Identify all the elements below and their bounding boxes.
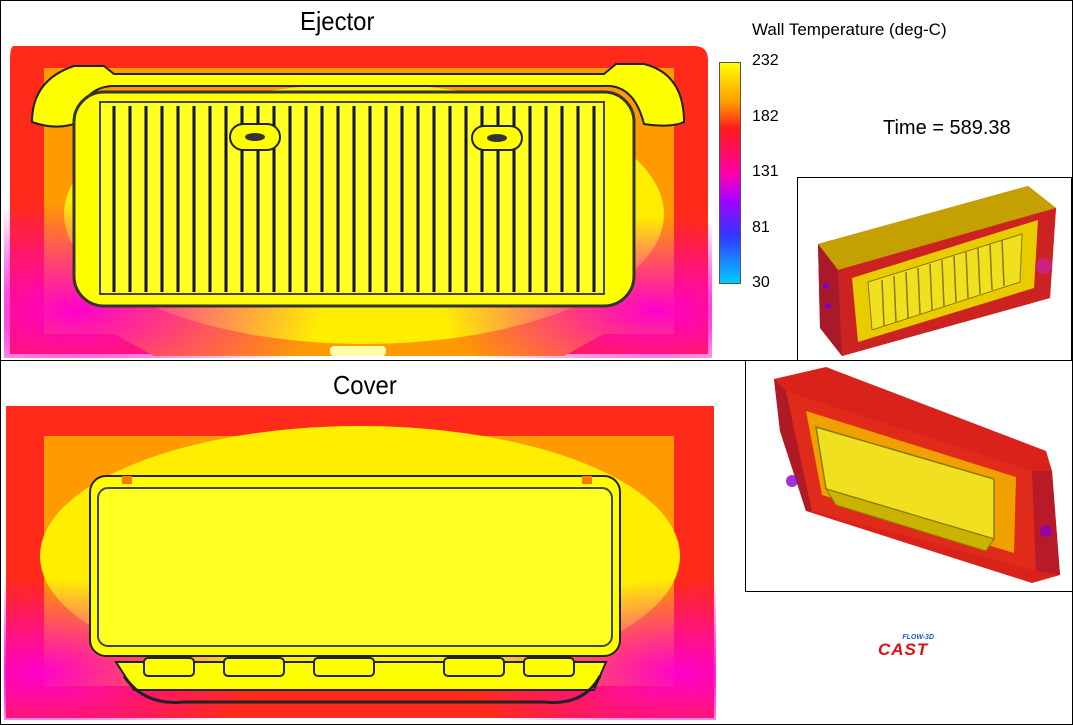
legend-tick-81: 81	[752, 219, 770, 236]
legend-tick-232: 232	[752, 52, 779, 69]
ejector-3d-inset	[797, 177, 1072, 361]
cover-3d-inset	[745, 360, 1073, 592]
legend-color-bar	[719, 62, 741, 284]
legend-tick-182: 182	[752, 108, 779, 125]
legend-tick-30: 30	[752, 274, 770, 291]
flow3d-cast-logo: FLOW-3D CAST	[876, 634, 936, 660]
cover-3d-view	[774, 367, 1060, 583]
ejector-3d-view	[818, 186, 1056, 356]
ejector-title: Ejector	[300, 6, 375, 36]
ejector-die-view	[4, 44, 712, 358]
section-divider	[0, 360, 748, 361]
logo-main-text: CAST	[878, 640, 929, 659]
cover-die-view	[4, 406, 716, 720]
legend-title: Wall Temperature (deg-C)	[752, 20, 947, 39]
logo-top-text: FLOW-3D	[902, 634, 934, 641]
legend-tick-131: 131	[752, 163, 779, 180]
cover-title: Cover	[333, 370, 397, 400]
time-label: Time = 589.38	[883, 117, 1011, 139]
